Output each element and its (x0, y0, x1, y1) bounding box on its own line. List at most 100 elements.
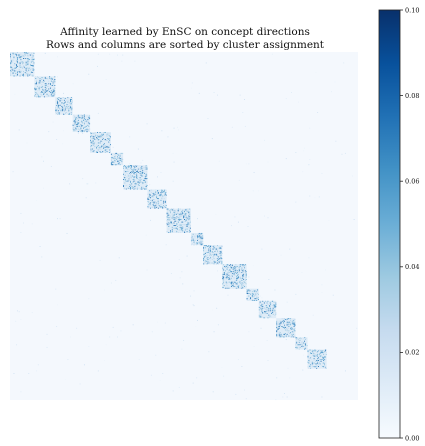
heatmap-cell (127, 165, 129, 167)
heatmap-cell (40, 83, 42, 85)
heatmap-cell (165, 244, 167, 246)
heatmap-cell (243, 271, 245, 273)
heatmap-cell (105, 78, 107, 80)
heatmap-cell (173, 210, 175, 212)
heatmap-cell (271, 300, 273, 302)
heatmap-cell (88, 117, 90, 119)
heatmap-cell (225, 281, 227, 283)
heatmap-cell (82, 132, 84, 134)
heatmap-cell (86, 131, 88, 133)
heatmap-cell (157, 193, 159, 195)
heatmap-cell (192, 382, 194, 384)
heatmap-cell (14, 59, 16, 61)
heatmap-cell (310, 366, 312, 367)
heatmap-cell (299, 341, 301, 343)
heatmap-cell (257, 299, 259, 300)
heatmap-cell (29, 74, 31, 76)
heatmap-cell (125, 174, 127, 176)
heatmap-cell (137, 172, 139, 173)
heatmap-cell (239, 282, 241, 284)
heatmap-cell (243, 287, 245, 289)
heatmap-cell (56, 109, 58, 111)
heatmap-cell (211, 262, 213, 264)
heatmap-cell (286, 330, 288, 332)
heatmap-cell (85, 125, 87, 127)
heatmap-cell (56, 102, 58, 104)
heatmap-cell (25, 52, 27, 54)
heatmap-cell (75, 121, 77, 123)
heatmap-cell (285, 336, 287, 338)
heatmap-cell (87, 129, 89, 131)
heatmap-cell (211, 253, 213, 255)
heatmap-cell (184, 216, 185, 218)
heatmap-cell (137, 174, 138, 176)
heatmap-cell (235, 282, 237, 284)
heatmap-cell (137, 187, 138, 189)
heatmap-cell (133, 188, 135, 190)
heatmap-cell (42, 90, 44, 92)
heatmap-cell (22, 74, 24, 76)
heatmap-cell (322, 356, 324, 358)
heatmap-cell (221, 263, 223, 265)
heatmap-cell (18, 65, 20, 67)
heatmap-cell (148, 205, 150, 207)
heatmap-cell (57, 105, 59, 107)
heatmap-cell (125, 176, 127, 178)
heatmap-cell (43, 80, 45, 82)
heatmap-cell (276, 335, 278, 337)
heatmap-cell (217, 253, 218, 255)
heatmap-cell (28, 59, 30, 61)
heatmap-cell (176, 223, 178, 225)
heatmap-cell (93, 142, 95, 144)
heatmap-cell (76, 122, 78, 124)
heatmap-cell (181, 229, 183, 231)
heatmap-cell (93, 136, 95, 138)
heatmap-cell (185, 219, 187, 221)
heatmap-cell (141, 181, 143, 183)
heatmap-cell (160, 203, 162, 205)
heatmap-cell (203, 262, 205, 264)
heatmap-cell (203, 261, 205, 263)
heatmap-cell (185, 208, 187, 210)
heatmap-cell (72, 125, 74, 126)
heatmap-cell (184, 219, 185, 220)
heatmap-cell (47, 88, 49, 90)
heatmap-cell (280, 336, 282, 338)
heatmap-cell (56, 111, 58, 113)
heatmap-cell (173, 222, 175, 224)
heatmap-cell (97, 145, 99, 146)
heatmap-cell (231, 265, 233, 267)
heatmap-cell (189, 228, 191, 230)
heatmap-cell (310, 358, 312, 360)
heatmap-cell (51, 85, 53, 86)
heatmap-cell (278, 323, 280, 325)
heatmap-cell (226, 264, 228, 266)
heatmap-cell (119, 159, 121, 161)
heatmap-cell (31, 65, 33, 66)
heatmap-cell (262, 306, 264, 307)
heatmap-cell (312, 363, 314, 365)
heatmap-cell (13, 69, 15, 71)
heatmap-cell (52, 92, 54, 93)
heatmap-cell (186, 231, 188, 233)
heatmap-cell (270, 305, 272, 307)
heatmap-cell (126, 167, 128, 169)
heatmap-cell (164, 201, 166, 203)
heatmap-cell (304, 348, 306, 350)
heatmap-cell (185, 209, 187, 211)
heatmap-cell (189, 232, 191, 233)
heatmap-cell (57, 110, 59, 112)
heatmap-cell (19, 70, 21, 72)
heatmap-cell (37, 83, 39, 85)
heatmap-cell (174, 212, 176, 213)
heatmap-cell (165, 206, 167, 208)
heatmap-cell (145, 188, 147, 190)
heatmap-cell (140, 185, 142, 187)
heatmap-cell (236, 266, 238, 267)
heatmap-cell (320, 365, 322, 367)
heatmap-cell (28, 70, 30, 72)
heatmap-cell (188, 219, 190, 221)
heatmap-cell (312, 358, 314, 360)
heatmap-cell (143, 176, 145, 178)
heatmap-cell (195, 326, 197, 328)
